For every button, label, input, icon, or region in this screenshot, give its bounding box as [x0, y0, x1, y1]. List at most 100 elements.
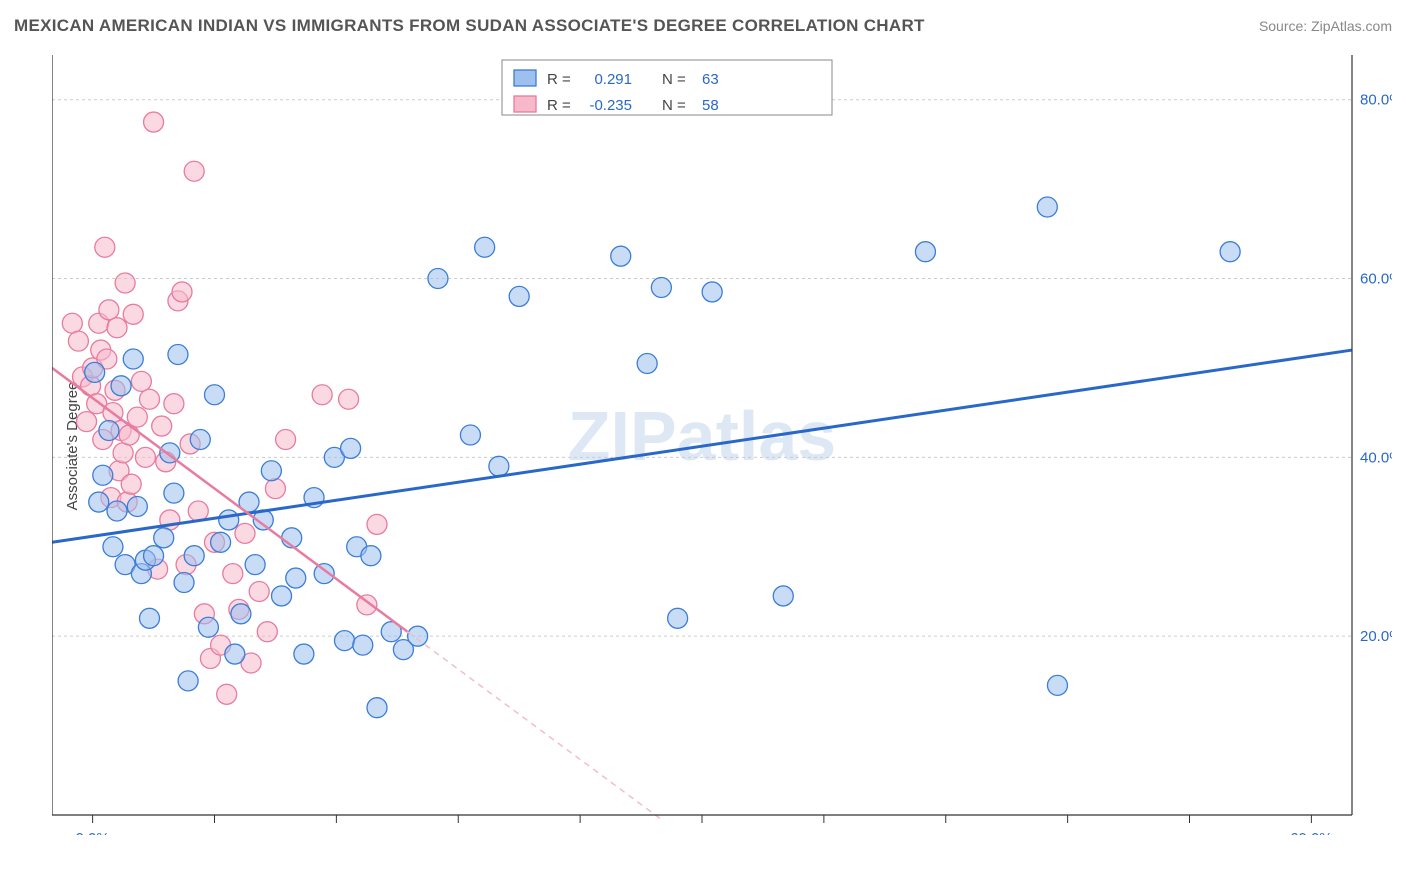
- data-point: [286, 568, 306, 588]
- data-point: [103, 537, 123, 557]
- data-point: [205, 385, 225, 405]
- data-point: [168, 345, 188, 365]
- data-point: [353, 635, 373, 655]
- x-tick-label: 60.0%: [1290, 830, 1333, 835]
- data-point: [77, 412, 97, 432]
- y-tick-label: 80.0%: [1360, 92, 1392, 109]
- data-point: [361, 546, 381, 566]
- data-point: [99, 300, 119, 320]
- legend-swatch: [514, 96, 536, 112]
- data-point: [651, 277, 671, 297]
- data-point: [107, 501, 127, 521]
- data-point: [339, 389, 359, 409]
- data-point: [123, 349, 143, 369]
- data-point: [68, 331, 88, 351]
- data-point: [668, 608, 688, 628]
- data-point: [335, 631, 355, 651]
- data-point: [489, 456, 509, 476]
- data-point: [172, 282, 192, 302]
- source-label: Source: ZipAtlas.com: [1259, 18, 1392, 34]
- data-point: [312, 385, 332, 405]
- legend-n-label: N =: [662, 97, 686, 114]
- data-point: [184, 546, 204, 566]
- data-point: [127, 497, 147, 517]
- data-point: [408, 626, 428, 646]
- data-point: [367, 698, 387, 718]
- data-point: [198, 617, 218, 637]
- y-tick-label: 60.0%: [1360, 271, 1392, 288]
- data-point: [164, 483, 184, 503]
- data-point: [89, 492, 109, 512]
- data-point: [121, 474, 141, 494]
- data-point: [164, 394, 184, 414]
- legend-r-label: R =: [547, 71, 571, 88]
- data-point: [211, 532, 231, 552]
- data-point: [131, 371, 151, 391]
- data-point: [1047, 675, 1067, 695]
- data-point: [123, 304, 143, 324]
- data-point: [611, 246, 631, 266]
- y-tick-label: 20.0%: [1360, 628, 1392, 645]
- data-point: [85, 362, 105, 382]
- data-point: [190, 429, 210, 449]
- data-point: [111, 376, 131, 396]
- data-point: [1037, 197, 1057, 217]
- data-point: [341, 438, 361, 458]
- data-point: [235, 523, 255, 543]
- data-point: [62, 313, 82, 333]
- data-point: [294, 644, 314, 664]
- data-point: [265, 479, 285, 499]
- chart-title: MEXICAN AMERICAN INDIAN VS IMMIGRANTS FR…: [14, 16, 925, 36]
- data-point: [225, 644, 245, 664]
- legend-swatch: [514, 70, 536, 86]
- watermark: ZIPatlas: [568, 397, 836, 475]
- data-point: [140, 608, 160, 628]
- data-point: [219, 510, 239, 530]
- data-point: [915, 242, 935, 262]
- data-point: [95, 237, 115, 257]
- data-point: [93, 465, 113, 485]
- data-point: [144, 546, 164, 566]
- data-point: [113, 443, 133, 463]
- data-point: [1220, 242, 1240, 262]
- data-point: [115, 273, 135, 293]
- data-point: [272, 586, 292, 606]
- legend-r-value: 0.291: [594, 71, 632, 88]
- data-point: [223, 564, 243, 584]
- legend-r-value: -0.235: [589, 97, 632, 114]
- data-point: [144, 112, 164, 132]
- data-point: [184, 161, 204, 181]
- data-point: [245, 555, 265, 575]
- data-point: [231, 604, 251, 624]
- data-point: [475, 237, 495, 257]
- data-point: [276, 429, 296, 449]
- y-tick-label: 40.0%: [1360, 449, 1392, 466]
- data-point: [140, 389, 160, 409]
- data-point: [257, 622, 277, 642]
- data-point: [428, 269, 448, 289]
- legend-n-label: N =: [662, 71, 686, 88]
- data-point: [99, 421, 119, 441]
- data-point: [261, 461, 281, 481]
- data-point: [135, 447, 155, 467]
- data-point: [773, 586, 793, 606]
- data-point: [152, 416, 172, 436]
- legend-n-value: 63: [702, 71, 719, 88]
- data-point: [127, 407, 147, 427]
- data-point: [249, 581, 269, 601]
- x-tick-label: 0.0%: [76, 830, 110, 835]
- data-point: [107, 318, 127, 338]
- data-point: [217, 684, 237, 704]
- trend-line-pink-extrap: [407, 632, 661, 820]
- data-point: [174, 573, 194, 593]
- data-point: [637, 353, 657, 373]
- legend-r-label: R =: [547, 97, 571, 114]
- scatter-plot: ZIPatlas 0.0% 60.0% 20.0% 40.0% 60.0% 80.0% R =…: [52, 45, 1392, 835]
- data-point: [367, 514, 387, 534]
- data-point: [188, 501, 208, 521]
- data-point: [178, 671, 198, 691]
- data-point: [702, 282, 722, 302]
- data-point: [509, 286, 529, 306]
- data-point: [460, 425, 480, 445]
- data-point: [119, 425, 139, 445]
